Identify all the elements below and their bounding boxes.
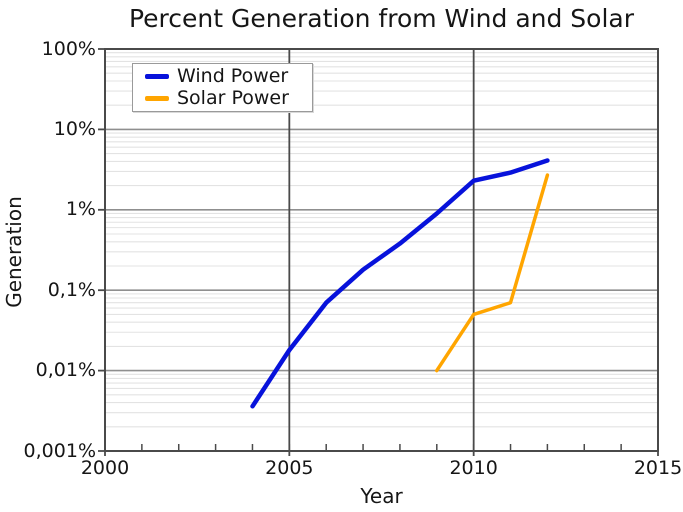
x-tick-label: 2000 — [80, 457, 130, 479]
y-tick-label: 1% — [65, 198, 96, 221]
x-tick-label: 2010 — [449, 457, 498, 479]
solar-power-line — [435, 173, 550, 373]
y-axis-label: Generation — [2, 196, 26, 308]
y-tick-label: 0,001% — [23, 439, 96, 462]
plot-border — [104, 48, 659, 452]
legend-item-solar: Solar Power — [145, 88, 312, 109]
y-tick-label: 100% — [41, 37, 96, 60]
x-tick-label: 2015 — [633, 457, 683, 479]
y-tick-label: 0,1% — [47, 278, 96, 301]
legend-item-wind: Wind Power — [145, 66, 312, 87]
legend: Wind Power Solar Power — [132, 63, 313, 112]
wind-power-line — [250, 158, 550, 409]
y-tick-label: 0,01% — [35, 359, 96, 382]
y-tick-label: 10% — [53, 117, 96, 140]
solar-line-swatch-icon — [145, 96, 169, 101]
x-axis-label: Year — [360, 484, 403, 508]
x-tick-label: 2005 — [265, 457, 314, 479]
solar-legend-label: Solar Power — [177, 87, 289, 109]
wind-legend-label: Wind Power — [177, 65, 289, 87]
wind-line-swatch-icon — [145, 74, 169, 79]
chart-title: Percent Generation from Wind and Solar — [128, 4, 635, 33]
